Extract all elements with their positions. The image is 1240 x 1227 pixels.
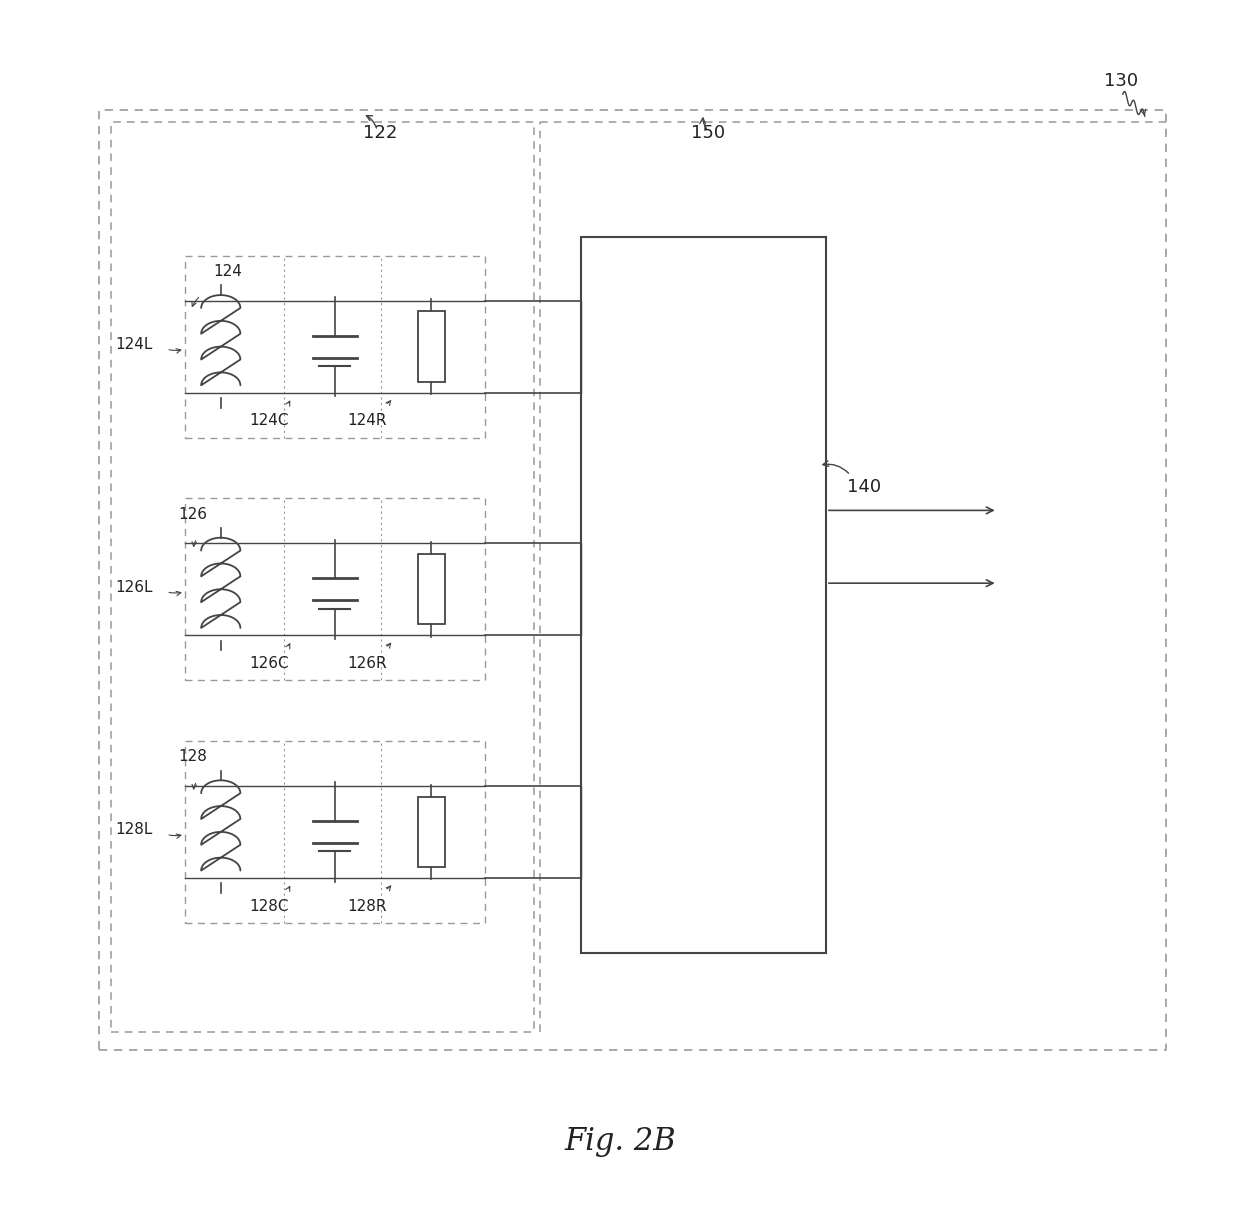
Text: 124: 124: [213, 264, 242, 280]
Text: 126R: 126R: [347, 656, 387, 671]
Text: 122: 122: [362, 124, 397, 142]
Text: 140: 140: [847, 479, 880, 496]
Text: 130: 130: [1105, 72, 1138, 90]
Bar: [418, 555, 445, 625]
Text: 128: 128: [179, 750, 207, 764]
Text: 124C: 124C: [249, 413, 289, 428]
Bar: [418, 796, 445, 867]
Text: Fig. 2B: Fig. 2B: [564, 1125, 676, 1157]
Text: 124L: 124L: [115, 337, 153, 352]
Text: 128R: 128R: [347, 898, 387, 914]
Text: 128C: 128C: [249, 898, 289, 914]
Bar: [418, 312, 445, 382]
Text: 126C: 126C: [249, 656, 289, 671]
Text: 150: 150: [691, 124, 725, 142]
Text: 124R: 124R: [347, 413, 387, 428]
Text: 126L: 126L: [115, 579, 153, 595]
Text: 128L: 128L: [115, 822, 153, 837]
Bar: [580, 238, 826, 953]
Text: 126: 126: [179, 507, 207, 521]
